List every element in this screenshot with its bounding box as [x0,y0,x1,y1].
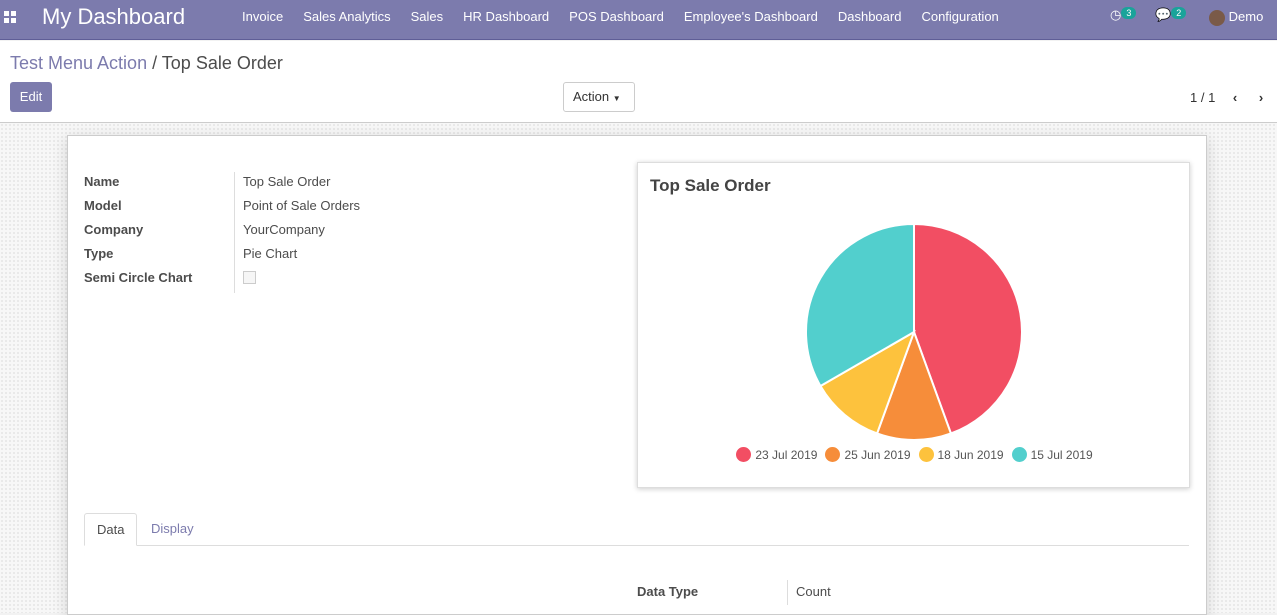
pie-slice-2[interactable] [819,329,916,435]
legend-swatch [918,447,934,462]
field-label-name: Name [84,174,120,189]
breadcrumb-current: Top Sale Order [161,53,283,73]
menu-employee-dashboard[interactable]: Employee's Dashboard [683,9,818,24]
comments-icon: 💬 [1155,7,1172,22]
menu-pos-dashboard[interactable]: POS Dashboard [569,9,664,24]
main-menu: Invoice Sales Analytics Sales HR Dashboa… [232,9,1009,25]
activity-badge: 3 [1121,7,1137,19]
legend-item[interactable]: 25 Jun 2019 [825,447,911,462]
legend-label: 25 Jun 2019 [844,447,911,462]
field-label-semi-circle: Semi Circle Chart [84,270,193,285]
tab-data[interactable]: Data [84,513,138,546]
edit-button[interactable]: Edit [10,82,52,112]
menu-hr-dashboard[interactable]: HR Dashboard [463,9,550,24]
menu-dashboard[interactable]: Dashboard [837,9,902,24]
field-value-data-type: Count [796,584,831,599]
data-type-divider [787,580,788,605]
pager-value[interactable]: 1 / 1 [1190,90,1216,105]
field-value-name: Top Sale Order [243,174,331,189]
breadcrumb-separator: / [152,53,158,73]
semi-circle-checkbox[interactable] [243,271,256,284]
legend-label: 15 Jul 2019 [1030,447,1093,462]
pager: 1 / 1 ‹ › [1190,90,1263,105]
legend-item[interactable]: 23 Jul 2019 [736,447,817,462]
breadcrumb-parent[interactable]: Test Menu Action [10,53,148,73]
chart-card: Top Sale Order 23 Jul 2019 25 Jun 2019 18 … [637,162,1190,488]
legend-item[interactable]: 15 Jul 2019 [1011,447,1093,462]
legend-label: 23 Jul 2019 [755,447,818,462]
app-title: My Dashboard [42,4,186,29]
action-label: Action [573,89,610,104]
messages-badge: 2 [1171,7,1187,19]
user-name: Demo [1228,9,1264,24]
legend-swatch [736,447,752,462]
apps-menu-icon[interactable] [4,11,18,25]
chart-legend: 23 Jul 2019 25 Jun 2019 18 Jun 2019 15 Jul … [638,447,1191,462]
control-panel: Test Menu Action / Top Sale Order Edit A… [0,41,1277,123]
legend-swatch [825,447,841,462]
breadcrumb: Test Menu Action / Top Sale Order [10,53,283,74]
messages-button[interactable]: 💬 2 [1155,7,1187,23]
pie-slice-3[interactable] [805,222,915,388]
menu-invoice[interactable]: Invoice [242,9,284,24]
clock-icon: ◷ [1110,7,1122,22]
activities-button[interactable]: ◷ 3 [1110,7,1137,23]
top-navbar: My Dashboard Invoice Sales Analytics Sal… [0,0,1277,40]
notebook-tabs: Data Display [84,513,1189,546]
menu-sales[interactable]: Sales [410,9,444,24]
menu-configuration[interactable]: Configuration [921,9,999,24]
avatar [1209,9,1225,26]
caret-down-icon: ▼ [612,94,621,103]
field-label-model: Model [84,198,122,213]
field-divider [234,172,235,293]
action-dropdown[interactable]: Action ▼ [563,82,635,112]
pie-slice-0[interactable] [913,222,1023,435]
field-label-type: Type [84,246,114,261]
field-label-data-type: Data Type [637,584,699,599]
field-value-company: YourCompany [243,222,325,237]
legend-swatch [1011,447,1027,462]
pie-slice-1[interactable] [875,329,953,441]
menu-sales-analytics[interactable]: Sales Analytics [303,9,391,24]
pie-chart [805,222,1023,441]
tab-display[interactable]: Display [151,521,194,536]
chevron-right-icon[interactable]: › [1258,90,1264,105]
field-label-company: Company [84,222,144,237]
chevron-left-icon[interactable]: ‹ [1232,90,1238,105]
field-value-model: Point of Sale Orders [243,198,361,213]
chart-title: Top Sale Order [650,176,771,195]
user-menu[interactable]: Demo [1209,9,1263,26]
legend-label: 18 Jun 2019 [937,447,1004,462]
legend-item[interactable]: 18 Jun 2019 [918,447,1004,462]
field-value-type: Pie Chart [243,246,298,261]
